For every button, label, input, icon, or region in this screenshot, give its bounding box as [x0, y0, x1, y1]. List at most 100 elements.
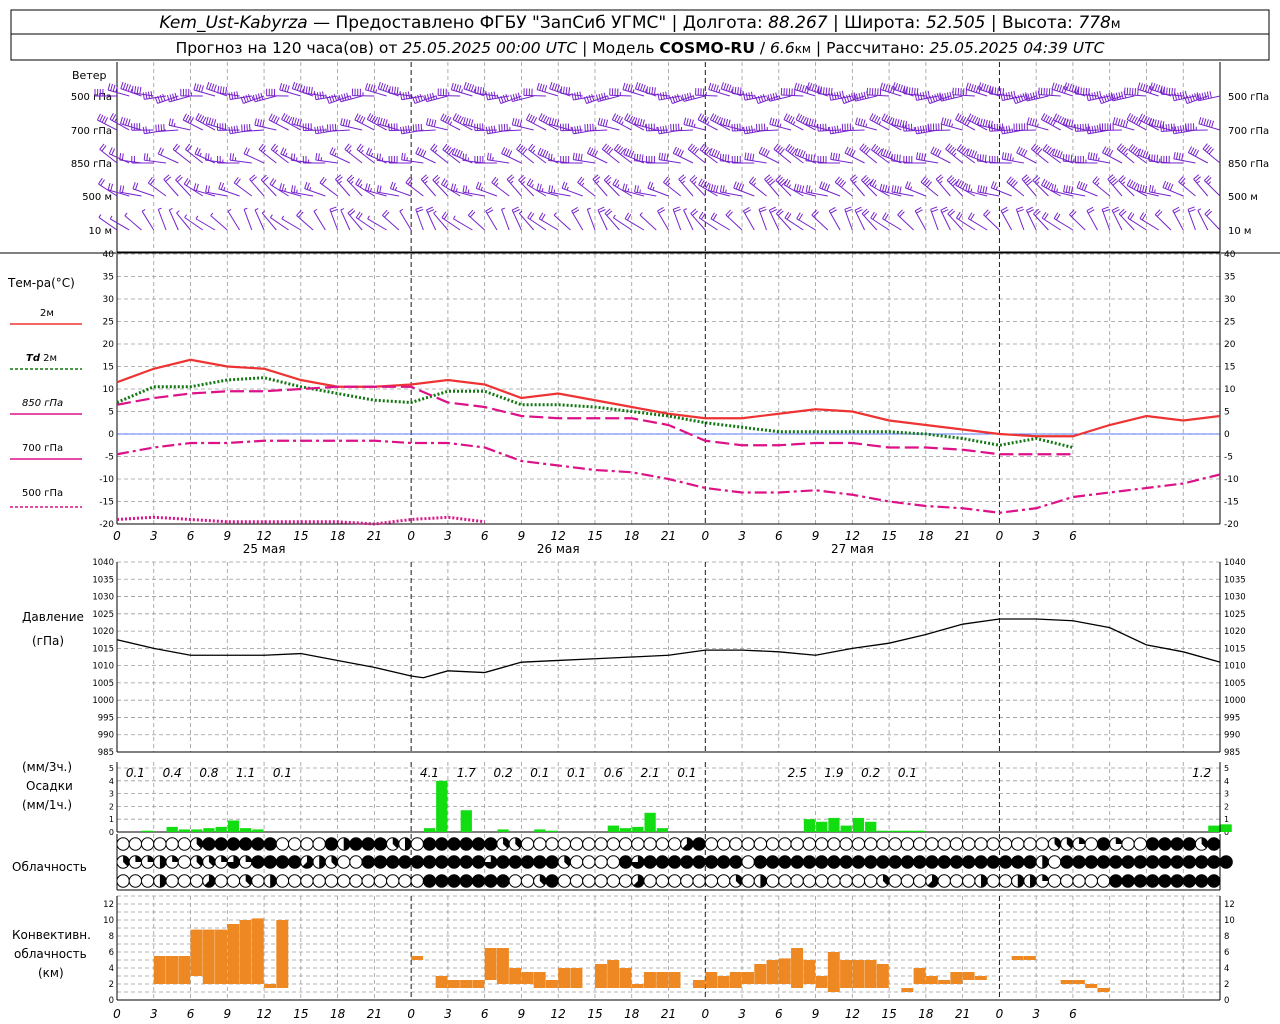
rain-bar — [252, 829, 264, 832]
wind-barb-feather — [119, 116, 123, 124]
wind-barb — [955, 211, 976, 231]
wind-barb-feather — [844, 146, 849, 154]
wind-barb — [697, 113, 718, 131]
x-tick-temp: 12 — [256, 529, 271, 543]
cloud-symbol — [876, 837, 890, 851]
wind-barb-feather — [813, 119, 817, 127]
wind-barb-feather — [1106, 148, 1111, 156]
wind-barb-feather — [366, 113, 372, 120]
wind-barb-feather — [674, 94, 678, 102]
x-tick-bottom: 15 — [881, 1007, 896, 1021]
wind-barb-feather — [273, 115, 278, 123]
wind-barb — [485, 91, 510, 101]
cloud-fill-full — [460, 837, 473, 851]
x-tick-temp: 0 — [407, 529, 415, 543]
cloud-fill-part — [682, 837, 694, 851]
wind-barb-feather — [982, 185, 985, 194]
conv-bar — [631, 984, 644, 988]
wind-barb-feather — [1120, 119, 1124, 127]
cloud-symbol — [569, 855, 584, 869]
wind-barb — [560, 86, 583, 97]
wind-barb-feather — [516, 119, 520, 127]
wind-barb-feather — [1094, 125, 1097, 133]
wind-barb — [206, 81, 228, 97]
wind-barb-feather — [931, 94, 936, 102]
wind-barb — [528, 143, 547, 164]
wind-barb-feather — [873, 145, 879, 152]
wind-barb-feather — [262, 119, 265, 128]
cloud-fill-full — [545, 874, 559, 888]
pressure-ytick: 1010 — [92, 662, 114, 672]
wind-barb-feather — [566, 186, 569, 191]
wind-barb — [624, 113, 645, 131]
wind-barb-feather — [1055, 213, 1061, 221]
cloud-symbol — [704, 855, 719, 869]
wind-barb — [920, 176, 939, 197]
wind-barb-feather — [233, 91, 236, 99]
wind-barb-feather — [654, 87, 656, 95]
wind-barb-feather — [801, 185, 805, 193]
wind-barb-feather — [375, 89, 378, 93]
x-tick-bottom: 9 — [812, 1007, 820, 1021]
wind-barb-feather — [373, 116, 379, 124]
wind-barb — [720, 82, 743, 97]
wind-level-label-right: 500 гПа — [1228, 92, 1269, 103]
cloud-symbol — [876, 855, 890, 869]
wind-barb-feather — [399, 208, 404, 212]
wind-barb-staff — [270, 149, 289, 164]
cloud-fill-full — [1134, 855, 1147, 869]
wind-barb-feather — [1127, 212, 1133, 219]
wind-barb-feather — [401, 152, 404, 160]
cloud-fill-full — [1158, 837, 1172, 851]
rain-bar — [1208, 825, 1220, 832]
wind-barb-feather — [349, 95, 352, 100]
wind-barb-feather — [474, 86, 477, 94]
wind-barb-feather — [1030, 143, 1037, 150]
wind-barb-feather — [919, 125, 923, 134]
temp-ytick: -15 — [99, 498, 114, 508]
wind-barb-staff — [243, 153, 265, 164]
wind-barb-feather — [725, 118, 729, 126]
wind-barb-feather — [851, 176, 858, 182]
wind-barb-feather — [962, 116, 967, 124]
rain-bar — [828, 817, 840, 832]
conv-bar — [153, 956, 166, 984]
wind-barb-feather — [291, 81, 296, 89]
wind-barb-feather — [1201, 92, 1205, 100]
wind-barb-staff — [249, 179, 265, 197]
wind-barb-feather — [1044, 145, 1050, 152]
wind-barb — [355, 211, 375, 231]
wind-barb-feather — [468, 83, 472, 91]
wind-barb-feather — [1052, 113, 1058, 121]
wind-barb-feather — [407, 178, 413, 185]
wind-barb-staff — [389, 129, 412, 132]
wind-barb-feather — [709, 113, 715, 120]
wind-barb-staff — [769, 95, 792, 102]
cloud-symbol — [618, 855, 633, 869]
wind-barb — [290, 185, 314, 197]
wind-barb-feather — [1206, 119, 1209, 127]
wind-barb-feather — [849, 148, 854, 156]
wind-barb-feather — [783, 113, 788, 120]
wind-barb-staff — [935, 178, 951, 197]
legend-t700: 700 гПа — [22, 443, 63, 454]
wind-barb-feather — [824, 183, 828, 191]
wind-barb-staff — [120, 123, 142, 131]
wind-barb-feather — [160, 124, 163, 132]
wind-barb-feather — [980, 83, 984, 91]
cloud-fill-full — [374, 855, 387, 869]
wind-barb-feather — [322, 91, 325, 99]
cloud-symbol — [422, 874, 437, 888]
wind-barb-feather — [971, 115, 977, 123]
wind-barb-feather — [538, 212, 544, 220]
wind-barb-feather — [973, 84, 977, 92]
wind-barb-feather — [424, 94, 428, 102]
cloud-symbol — [741, 837, 755, 851]
wind-barb-feather — [299, 119, 302, 127]
wind-barb-feather — [1168, 87, 1171, 95]
cloud-fill-part — [302, 855, 314, 869]
wind-barb-feather — [515, 93, 518, 101]
wind-barb-feather — [1178, 176, 1184, 183]
cloud-symbol — [1194, 855, 1209, 869]
wind-barb-staff — [110, 218, 130, 231]
